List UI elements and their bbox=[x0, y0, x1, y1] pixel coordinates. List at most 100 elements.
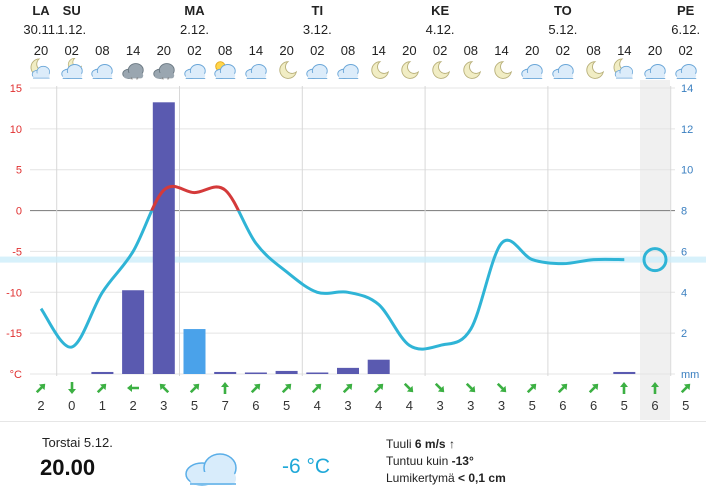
precip-bar bbox=[122, 290, 145, 374]
hour-label[interactable]: 20 bbox=[279, 43, 294, 58]
wind-speed-label: 3 bbox=[497, 398, 506, 413]
selected-day: Torstai 5.12. bbox=[42, 435, 113, 450]
hour-label[interactable]: 20 bbox=[402, 43, 417, 58]
hour-label[interactable]: 02 bbox=[64, 43, 79, 58]
hour-label[interactable]: 14 bbox=[125, 43, 141, 58]
svg-text:*: * bbox=[167, 75, 170, 84]
moon-icon bbox=[401, 61, 420, 79]
wind-speed-label: 3 bbox=[160, 398, 168, 413]
hour-label[interactable]: 08 bbox=[463, 43, 479, 58]
divider bbox=[0, 421, 706, 422]
wind-arrow-icon bbox=[159, 383, 169, 394]
cloud-moon-icon bbox=[61, 58, 83, 79]
precip-axis-tick: 6 bbox=[681, 246, 687, 258]
wind-speed-label: 7 bbox=[221, 398, 229, 413]
current-level-band bbox=[0, 256, 706, 263]
temperature-line-cold bbox=[39, 210, 625, 351]
precip-bar bbox=[275, 370, 298, 374]
day-name: LA bbox=[32, 3, 50, 18]
wind-speed-label: 5 bbox=[682, 398, 690, 413]
day-date: 30.11. bbox=[23, 22, 59, 37]
precip-bar bbox=[367, 359, 390, 374]
wind-speed-label: 5 bbox=[190, 398, 199, 413]
wind-arrow-icon bbox=[434, 382, 445, 393]
wind-speed-label: 5 bbox=[620, 398, 628, 413]
wind-speed-label: 6 bbox=[559, 398, 567, 413]
wind-arrow-icon bbox=[496, 382, 506, 393]
temp-axis-tick: -10 bbox=[6, 287, 22, 299]
hour-label[interactable]: 08 bbox=[586, 43, 601, 58]
hour-label[interactable]: 02 bbox=[310, 43, 325, 58]
day-name: KE bbox=[431, 3, 450, 18]
precip-bar bbox=[244, 372, 267, 374]
hour-label[interactable]: 08 bbox=[340, 43, 356, 58]
hour-label[interactable]: 14 bbox=[617, 43, 632, 58]
wind-speed-label: 4 bbox=[313, 398, 321, 413]
hour-label[interactable]: 08 bbox=[217, 43, 233, 58]
temp-axis-tick: °C bbox=[10, 369, 22, 381]
temp-axis-tick: 5 bbox=[16, 165, 22, 177]
wind-speed-label: 5 bbox=[528, 398, 536, 413]
hour-label[interactable]: 02 bbox=[187, 43, 202, 58]
hour-label[interactable]: 08 bbox=[95, 43, 110, 58]
cloud-icon bbox=[644, 64, 666, 79]
wind-speed-label: 5 bbox=[282, 398, 291, 413]
wind-arrow-icon bbox=[189, 383, 199, 394]
hour-label[interactable]: 20 bbox=[156, 43, 172, 58]
precip-bar bbox=[152, 102, 175, 375]
hour-label[interactable]: 02 bbox=[555, 43, 571, 58]
cloud-icon bbox=[337, 64, 359, 79]
precip-bar bbox=[337, 367, 359, 374]
wind-speed-label: 3 bbox=[436, 398, 444, 413]
hour-label[interactable]: 14 bbox=[248, 43, 264, 58]
day-date: 1.12. bbox=[57, 22, 87, 37]
wind-arrow-icon bbox=[557, 383, 568, 394]
precip-axis-tick: mm bbox=[681, 369, 699, 381]
moon-icon bbox=[432, 61, 451, 79]
cloud-snow-icon: * * bbox=[153, 63, 175, 84]
wind-arrow-icon bbox=[588, 383, 598, 394]
precip-axis-tick: 4 bbox=[681, 287, 687, 299]
wind-speed-label: 4 bbox=[405, 398, 414, 413]
hour-label[interactable]: 02 bbox=[432, 43, 448, 58]
wind-arrow-icon bbox=[250, 383, 261, 394]
wind-speed-label: 3 bbox=[467, 398, 475, 413]
selected-temperature: -6 °C bbox=[282, 455, 331, 478]
wind-arrow-icon bbox=[312, 383, 322, 394]
precip-bar bbox=[306, 372, 329, 374]
day-name: SU bbox=[62, 3, 81, 18]
precip-axis-tick: 12 bbox=[681, 124, 693, 136]
svg-text:*: * bbox=[136, 75, 139, 84]
cloud-icon bbox=[552, 64, 574, 79]
moon-icon bbox=[463, 61, 481, 79]
wind-arrow-icon bbox=[527, 383, 537, 394]
wind-arrow-icon bbox=[221, 382, 230, 394]
wind-speed-label: 2 bbox=[37, 398, 45, 413]
hour-label[interactable]: 14 bbox=[494, 43, 509, 58]
moon-icon bbox=[493, 61, 512, 79]
temp-axis-tick: -15 bbox=[6, 328, 22, 340]
precip-bar bbox=[183, 329, 206, 374]
cloud-icon bbox=[91, 64, 114, 79]
hour-label[interactable]: 20 bbox=[524, 43, 540, 58]
day-date: 3.12. bbox=[302, 22, 332, 37]
svg-text:*: * bbox=[161, 75, 164, 84]
wind-speed-label: 0 bbox=[68, 398, 76, 413]
day-name: TI bbox=[311, 3, 324, 18]
wind-arrow-icon bbox=[680, 383, 690, 394]
wind-arrow-icon bbox=[97, 383, 107, 394]
precip-bar bbox=[613, 371, 636, 374]
hour-label[interactable]: 20 bbox=[33, 43, 49, 58]
hour-label[interactable]: 20 bbox=[647, 43, 663, 58]
moon-cloud-icon bbox=[613, 58, 634, 79]
temp-axis-tick: -5 bbox=[12, 246, 22, 258]
wind-arrow-icon bbox=[404, 382, 414, 393]
temp-axis-tick: 15 bbox=[10, 83, 22, 95]
cloud-icon bbox=[185, 453, 237, 486]
hour-label[interactable]: 02 bbox=[678, 43, 693, 58]
selected-time: 20.00 bbox=[40, 455, 96, 480]
temp-axis-tick: 0 bbox=[16, 206, 22, 218]
snow-info: Lumikertymä < 0,1 cm bbox=[386, 471, 506, 485]
hour-label[interactable]: 14 bbox=[371, 43, 386, 58]
